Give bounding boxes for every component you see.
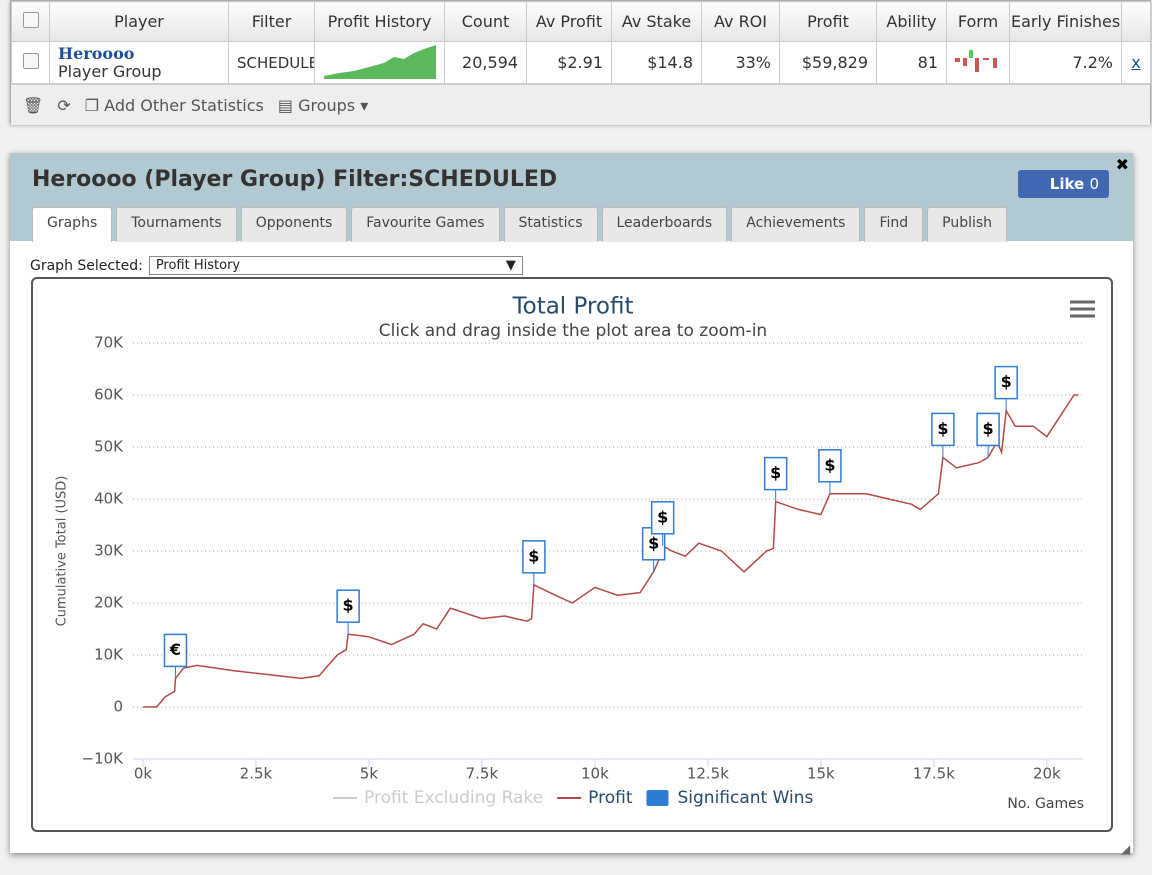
sparkline-cell bbox=[314, 41, 445, 84]
tab[interactable]: Publish bbox=[927, 207, 1008, 242]
form-cell bbox=[946, 41, 1010, 84]
graph-selector: Graph Selected: Profit History ▼ bbox=[30, 256, 523, 275]
tab[interactable]: Opponents bbox=[240, 207, 348, 242]
player-link[interactable]: Heroooo bbox=[58, 43, 135, 63]
player-cell: Heroooo Player Group bbox=[49, 41, 229, 84]
header[interactable]: Count bbox=[444, 1, 527, 42]
like-count: 0 bbox=[1089, 175, 1099, 193]
player-panel: Heroooo (Player Group) Filter:SCHEDULED … bbox=[10, 153, 1133, 853]
tab[interactable]: Achievements bbox=[731, 207, 861, 242]
table: Player Filter Profit History Count Av Pr… bbox=[11, 1, 1151, 84]
header[interactable]: Early Finishes bbox=[1009, 1, 1122, 42]
filter-cell: SCHEDULED bbox=[228, 41, 315, 84]
header[interactable]: Av Stake bbox=[611, 1, 702, 42]
ability-cell: 81 bbox=[876, 41, 947, 84]
tab[interactable]: Leaderboards bbox=[601, 207, 728, 242]
like-button[interactable]: Like 0 bbox=[1017, 170, 1109, 198]
header[interactable]: Profit bbox=[779, 1, 877, 42]
tab[interactable]: Tournaments bbox=[116, 207, 237, 242]
header bbox=[1121, 1, 1151, 42]
groups[interactable]: ▤ Groups ▾ bbox=[277, 95, 369, 115]
count-cell: 20,594 bbox=[444, 41, 527, 84]
av-profit-cell: $2.91 bbox=[526, 41, 612, 84]
profit-cell: $59,829 bbox=[779, 41, 877, 84]
header[interactable]: Form bbox=[946, 1, 1010, 42]
form-icon bbox=[955, 49, 997, 72]
selector[interactable]: Profit History ▼ bbox=[148, 256, 523, 275]
tabs: Graphs Tournaments Opponents Favourite Game… bbox=[32, 207, 1008, 242]
early-finishes-cell: 7.2% bbox=[1009, 41, 1122, 84]
groups-label: Groups bbox=[298, 95, 356, 115]
tab[interactable]: Favourite Games bbox=[351, 207, 500, 242]
toolbar: 🗑 ⟳ ❐ Add Other Statistics ▤ Groups ▾ bbox=[11, 84, 1150, 125]
sparkline bbox=[324, 44, 436, 79]
add-stats[interactable]: ❐ Add Other Statistics bbox=[84, 95, 264, 115]
stats-table: Player Filter Profit History Count Av Pr… bbox=[10, 0, 1151, 125]
header[interactable]: Ability bbox=[876, 1, 947, 42]
tab[interactable]: Statistics bbox=[503, 207, 598, 242]
player-group: Player Group bbox=[58, 61, 162, 81]
tab[interactable]: Find bbox=[864, 207, 924, 242]
refresh-icon[interactable]: ⟳ bbox=[57, 95, 71, 115]
header[interactable]: Av ROI bbox=[701, 1, 780, 42]
resize-handle[interactable]: ◢ bbox=[1121, 842, 1131, 856]
panel-title: Heroooo (Player Group) Filter:SCHEDULED bbox=[32, 167, 558, 192]
header[interactable]: Player bbox=[49, 1, 229, 42]
av-stake-cell: $14.8 bbox=[611, 41, 702, 84]
delete-icon[interactable]: 🗑 bbox=[23, 95, 44, 115]
row-select[interactable] bbox=[11, 41, 50, 84]
add-stats-label: Add Other Statistics bbox=[104, 95, 264, 115]
selector-value: Profit History bbox=[155, 258, 241, 273]
remove-link[interactable]: x bbox=[1121, 41, 1151, 84]
av-roi-cell: 33% bbox=[701, 41, 780, 84]
select-all[interactable] bbox=[11, 1, 50, 42]
close-icon[interactable]: ✖ bbox=[1115, 155, 1129, 174]
header[interactable]: Filter bbox=[228, 1, 315, 42]
chart-box bbox=[31, 277, 1113, 832]
like-label: Like bbox=[1049, 175, 1085, 193]
tab[interactable]: Graphs bbox=[32, 207, 113, 242]
header[interactable]: Profit History bbox=[314, 1, 445, 42]
selector-label: Graph Selected: bbox=[30, 257, 143, 274]
panel-header: Heroooo (Player Group) Filter:SCHEDULED … bbox=[10, 153, 1133, 242]
header[interactable]: Av Profit bbox=[526, 1, 612, 42]
